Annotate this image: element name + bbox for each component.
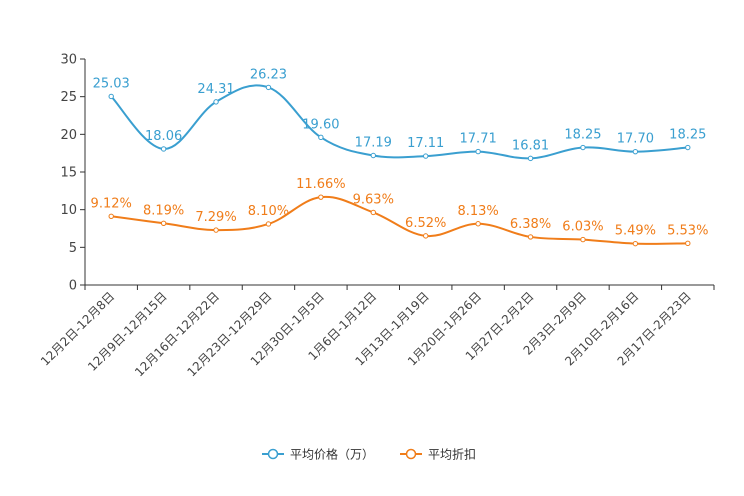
price-data-label: 25.03 bbox=[93, 76, 130, 91]
y-tick-label: 10 bbox=[60, 203, 77, 218]
discount-point[interactable] bbox=[632, 240, 639, 247]
price-point[interactable] bbox=[108, 93, 114, 100]
discount-point[interactable] bbox=[475, 221, 481, 227]
discount-point[interactable] bbox=[370, 209, 376, 216]
discount-data-label: 6.03% bbox=[562, 220, 603, 235]
legend-item-price[interactable]: 平均价格（万） bbox=[262, 447, 374, 462]
discount-data-label: 8.10% bbox=[248, 204, 289, 219]
discount-data-label: 5.49% bbox=[615, 224, 656, 239]
price-point[interactable] bbox=[370, 152, 376, 159]
discount-data-label: 9.12% bbox=[91, 196, 132, 211]
legend-label: 平均价格（万） bbox=[290, 447, 374, 462]
discount-data-label: 6.52% bbox=[405, 216, 446, 231]
discount-series-line bbox=[111, 195, 688, 245]
price-point[interactable] bbox=[580, 144, 586, 151]
price-data-label: 19.60 bbox=[302, 117, 339, 132]
discount-data-label: 6.38% bbox=[510, 217, 551, 232]
price-data-label: 17.19 bbox=[355, 136, 392, 151]
legend-marker-icon bbox=[405, 448, 417, 460]
price-point[interactable] bbox=[423, 153, 429, 159]
price-data-label: 18.25 bbox=[564, 128, 601, 143]
data-labels: 25.03 18.06 24.31 26.23 19.60 17.19 17.11 17.71… bbox=[91, 67, 709, 238]
price-point[interactable] bbox=[318, 134, 324, 141]
y-tick-label: 0 bbox=[69, 279, 77, 294]
discount-data-label: 8.13% bbox=[457, 204, 498, 219]
price-point[interactable] bbox=[265, 84, 272, 91]
y-tick-label: 20 bbox=[60, 128, 77, 143]
legend-item-discount[interactable]: 平均折扣 bbox=[400, 447, 476, 462]
discount-data-label: 9.63% bbox=[353, 192, 394, 207]
legend-marker-icon bbox=[267, 448, 279, 460]
discount-data-label: 5.53% bbox=[667, 223, 708, 238]
price-data-label: 17.70 bbox=[617, 132, 654, 147]
price-point[interactable] bbox=[685, 144, 691, 151]
legend[interactable]: 平均价格（万） 平均折扣 bbox=[262, 447, 476, 462]
discount-data-label: 11.66% bbox=[296, 177, 346, 192]
price-data-label: 17.71 bbox=[460, 132, 497, 147]
discount-point[interactable] bbox=[685, 240, 691, 247]
price-data-label: 16.81 bbox=[512, 138, 549, 153]
price-data-label: 26.23 bbox=[250, 67, 287, 82]
price-point[interactable] bbox=[527, 155, 534, 162]
discount-data-label: 7.29% bbox=[195, 210, 236, 225]
discount-point[interactable] bbox=[160, 220, 167, 227]
price-point[interactable] bbox=[213, 99, 219, 105]
price-data-label: 24.31 bbox=[197, 82, 234, 97]
y-tick-label: 5 bbox=[69, 241, 77, 256]
discount-point[interactable] bbox=[265, 221, 272, 227]
discount-point[interactable] bbox=[108, 213, 114, 219]
price-data-label: 18.06 bbox=[145, 129, 182, 144]
price-point[interactable] bbox=[160, 146, 167, 152]
price-point[interactable] bbox=[632, 148, 639, 155]
discount-point[interactable] bbox=[527, 234, 534, 240]
series-lines bbox=[108, 84, 691, 247]
price-data-label: 18.25 bbox=[669, 128, 706, 143]
y-tick-label: 25 bbox=[60, 90, 77, 105]
y-tick-label: 30 bbox=[60, 53, 77, 68]
price-data-label: 17.11 bbox=[407, 136, 444, 151]
discount-point[interactable] bbox=[580, 236, 586, 243]
y-tick-label: 15 bbox=[60, 166, 77, 181]
discount-point[interactable] bbox=[423, 233, 429, 239]
discount-point[interactable] bbox=[213, 227, 219, 233]
axes: 05101520253012月2日-12月8日12月9日-12月15日12月16… bbox=[38, 53, 715, 379]
legend-label: 平均折扣 bbox=[428, 447, 476, 462]
discount-point[interactable] bbox=[318, 194, 324, 200]
discount-data-label: 8.19% bbox=[143, 203, 184, 218]
price-point[interactable] bbox=[475, 148, 481, 155]
